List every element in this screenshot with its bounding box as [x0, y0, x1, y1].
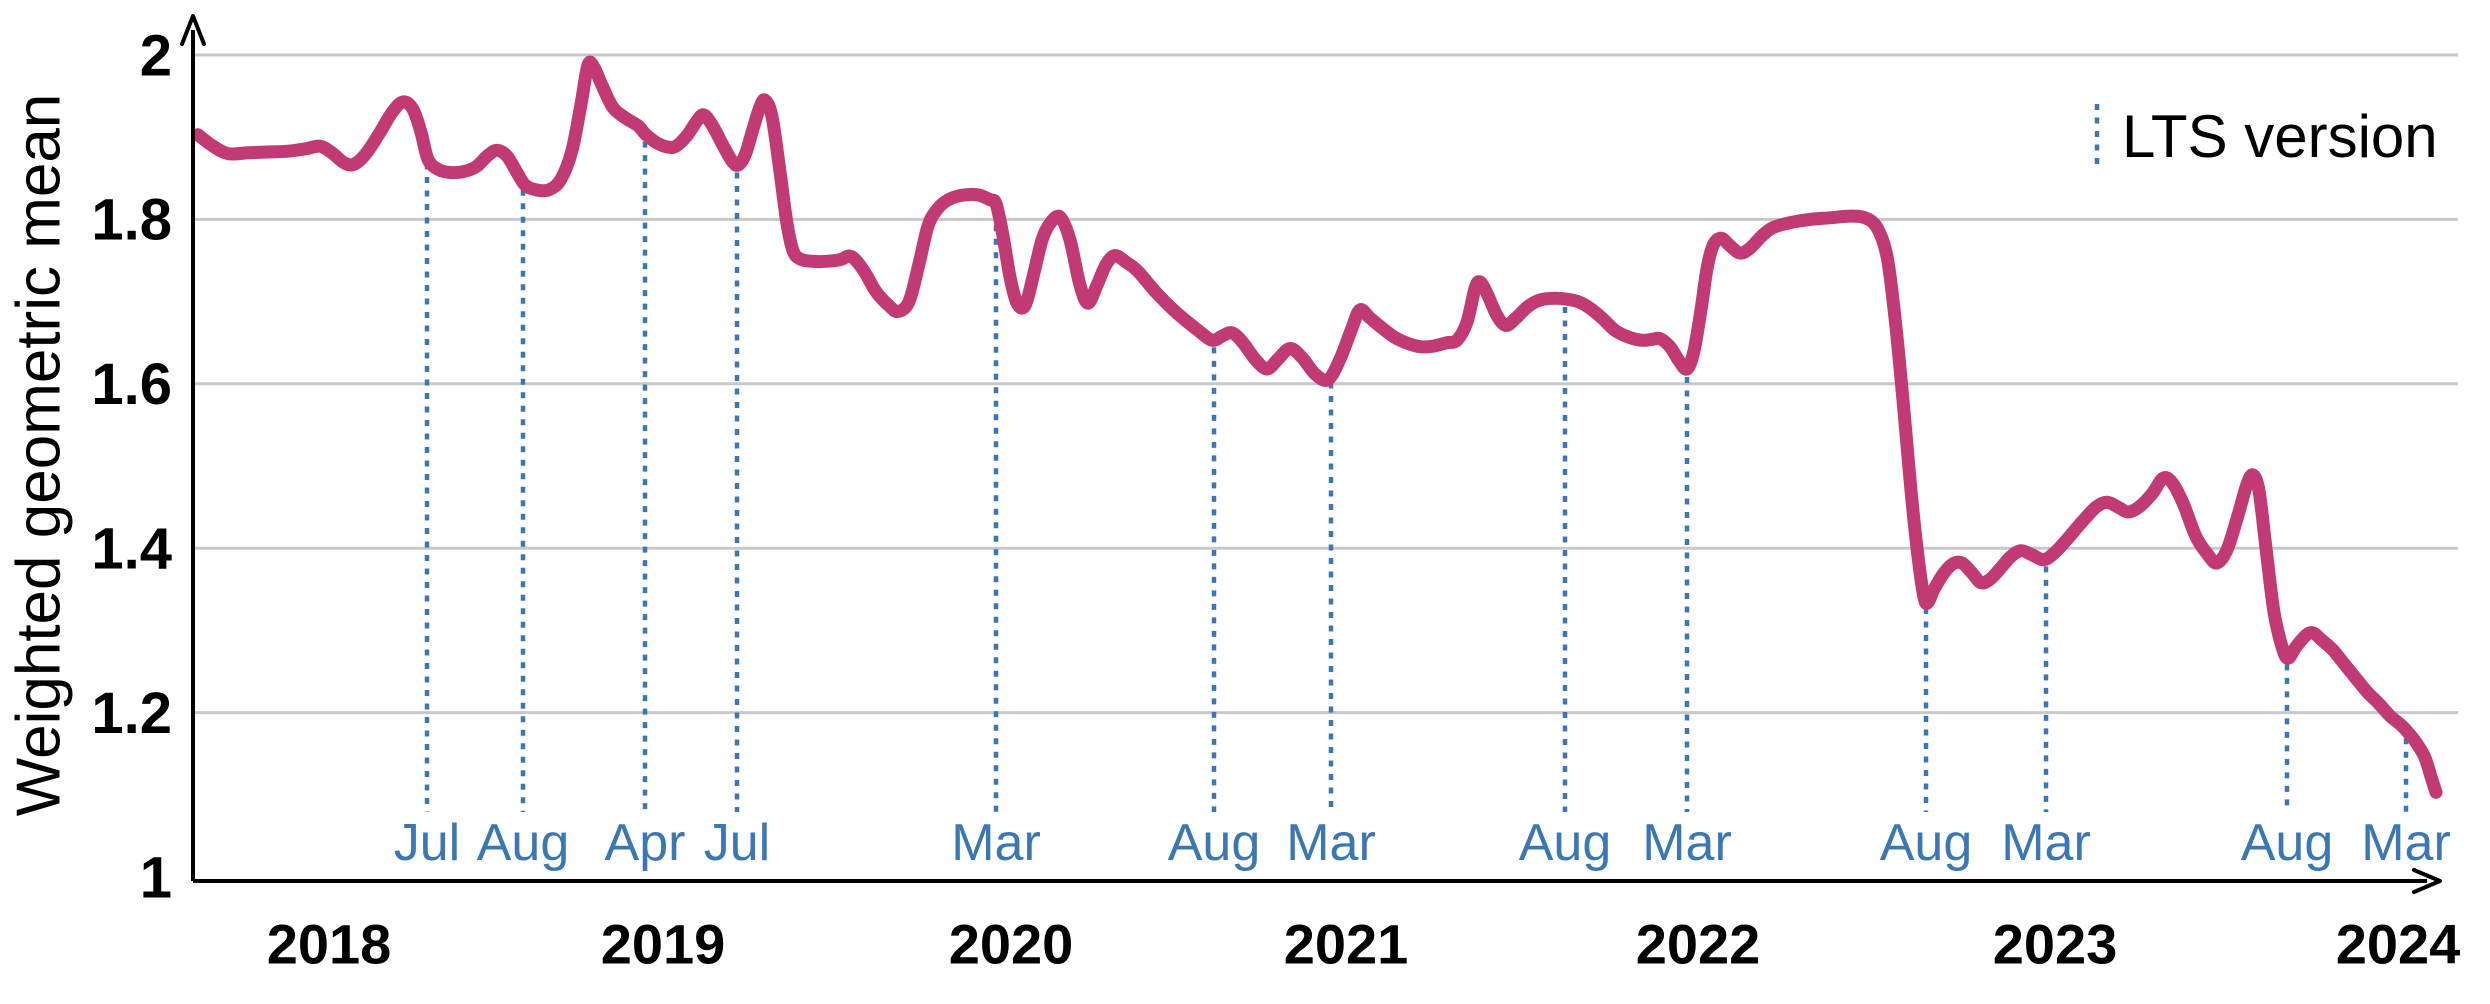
y-tick-label-1.2: 1.2	[91, 681, 172, 746]
series-layer	[191, 55, 2443, 799]
lts-month-label-jul-0: Jul	[394, 814, 460, 872]
lts-month-label-aug-5: Aug	[1168, 814, 1261, 872]
lts-month-label-jul-3: Jul	[704, 814, 770, 872]
y-tick-label-1: 1	[140, 845, 172, 910]
y-tick-label-2: 2	[140, 23, 172, 88]
lts-month-label-mar-10: Mar	[2001, 814, 2091, 872]
lts-month-label-mar-12: Mar	[2361, 814, 2451, 872]
labels-layer: Jul Aug Apr Jul Mar Aug Mar Aug Mar Aug Mar Aug Mar 2…	[91, 23, 2460, 975]
lts-month-label-mar-6: Mar	[1286, 814, 1376, 872]
lts-month-label-aug-7: Aug	[1519, 814, 1612, 872]
y-tick-label-1.4: 1.4	[91, 517, 172, 582]
x-year-label-2019: 2019	[601, 913, 726, 976]
legend-label: LTS version	[2122, 103, 2438, 170]
lts-month-label-aug-9: Aug	[1880, 814, 1973, 872]
x-axis-arrowhead-icon	[2412, 868, 2442, 894]
axes-layer	[180, 14, 2442, 894]
x-year-label-2020: 2020	[949, 913, 1074, 976]
legend: LTS version	[2094, 103, 2438, 170]
y-axis-arrowhead-icon	[180, 14, 206, 46]
trend-line	[191, 55, 2443, 799]
lts-marker-layer	[424, 141, 2409, 812]
x-year-label-2024: 2024	[2336, 913, 2461, 976]
lts-month-label-aug-11: Aug	[2241, 814, 2334, 872]
lts-month-label-mar-4: Mar	[951, 814, 1041, 872]
lts-month-label-aug-1: Aug	[477, 814, 570, 872]
lts-month-label-mar-8: Mar	[1642, 814, 1732, 872]
y-tick-label-1.6: 1.6	[91, 352, 172, 417]
x-year-label-2021: 2021	[1284, 913, 1409, 976]
lts-month-label-apr-2: Apr	[605, 814, 686, 872]
x-year-label-2018: 2018	[267, 913, 392, 976]
y-axis-title: Weighted geometric mean	[5, 94, 74, 817]
x-year-label-2022: 2022	[1636, 913, 1761, 976]
x-year-label-2023: 2023	[1993, 913, 2118, 976]
y-tick-label-1.8: 1.8	[91, 188, 172, 253]
